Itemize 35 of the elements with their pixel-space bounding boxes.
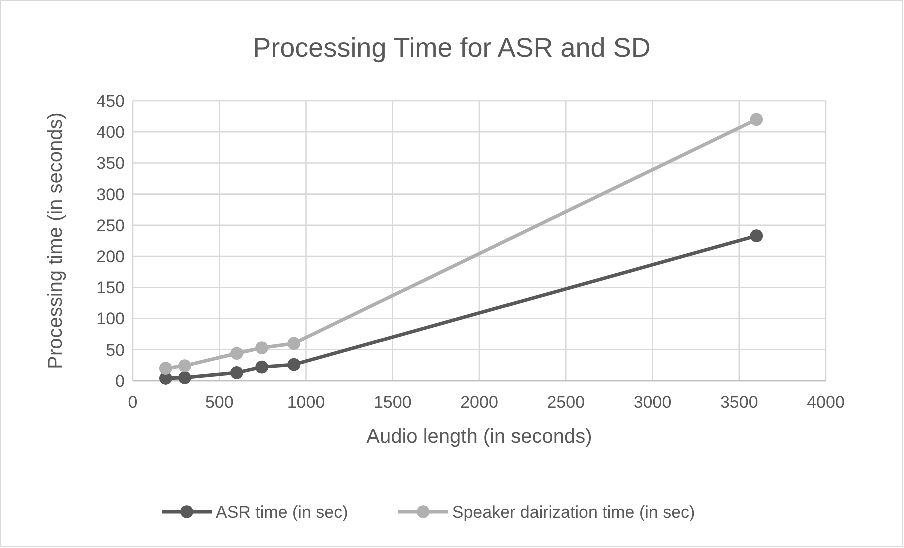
y-tick-label: 100 xyxy=(96,310,125,329)
x-tick-label: 500 xyxy=(205,393,234,412)
x-tick-label: 1500 xyxy=(374,393,412,412)
y-axis-title: Processing time (in seconds) xyxy=(45,112,67,370)
point xyxy=(288,358,301,372)
x-tick-label: 2000 xyxy=(460,393,498,412)
y-tick-label: 450 xyxy=(96,92,125,111)
x-tick-label: 0 xyxy=(128,393,138,412)
legend-label: Speaker dairization time (in sec) xyxy=(452,502,696,522)
chart-title: Processing Time for ASR and SD xyxy=(253,33,651,63)
point xyxy=(750,230,764,242)
y-tick-label: 350 xyxy=(96,154,125,174)
x-tick-label: 3000 xyxy=(634,393,672,412)
x-tick-label: 4000 xyxy=(807,393,845,412)
point xyxy=(256,360,269,374)
point xyxy=(750,113,764,126)
point xyxy=(256,342,269,354)
x-axis-title: Audio length (in seconds) xyxy=(366,426,592,448)
x-tick-label: 3500 xyxy=(720,393,758,412)
x-tick-label: 2500 xyxy=(547,393,586,412)
y-tick-label: 300 xyxy=(96,185,125,204)
point xyxy=(159,362,172,375)
y-tick-label: 50 xyxy=(106,340,125,360)
y-tick-label: 400 xyxy=(96,123,125,142)
y-tick-label: 0 xyxy=(116,372,125,391)
x-tick-label: 1000 xyxy=(287,393,326,412)
y-tick-label: 250 xyxy=(96,216,125,236)
point xyxy=(178,360,192,372)
point xyxy=(288,337,301,350)
legend-label: ASR time (in sec) xyxy=(216,502,348,522)
y-tick-label: 200 xyxy=(96,248,125,267)
point xyxy=(230,347,244,360)
point xyxy=(178,371,192,384)
point xyxy=(230,366,244,380)
y-tick-label: 150 xyxy=(96,278,125,298)
